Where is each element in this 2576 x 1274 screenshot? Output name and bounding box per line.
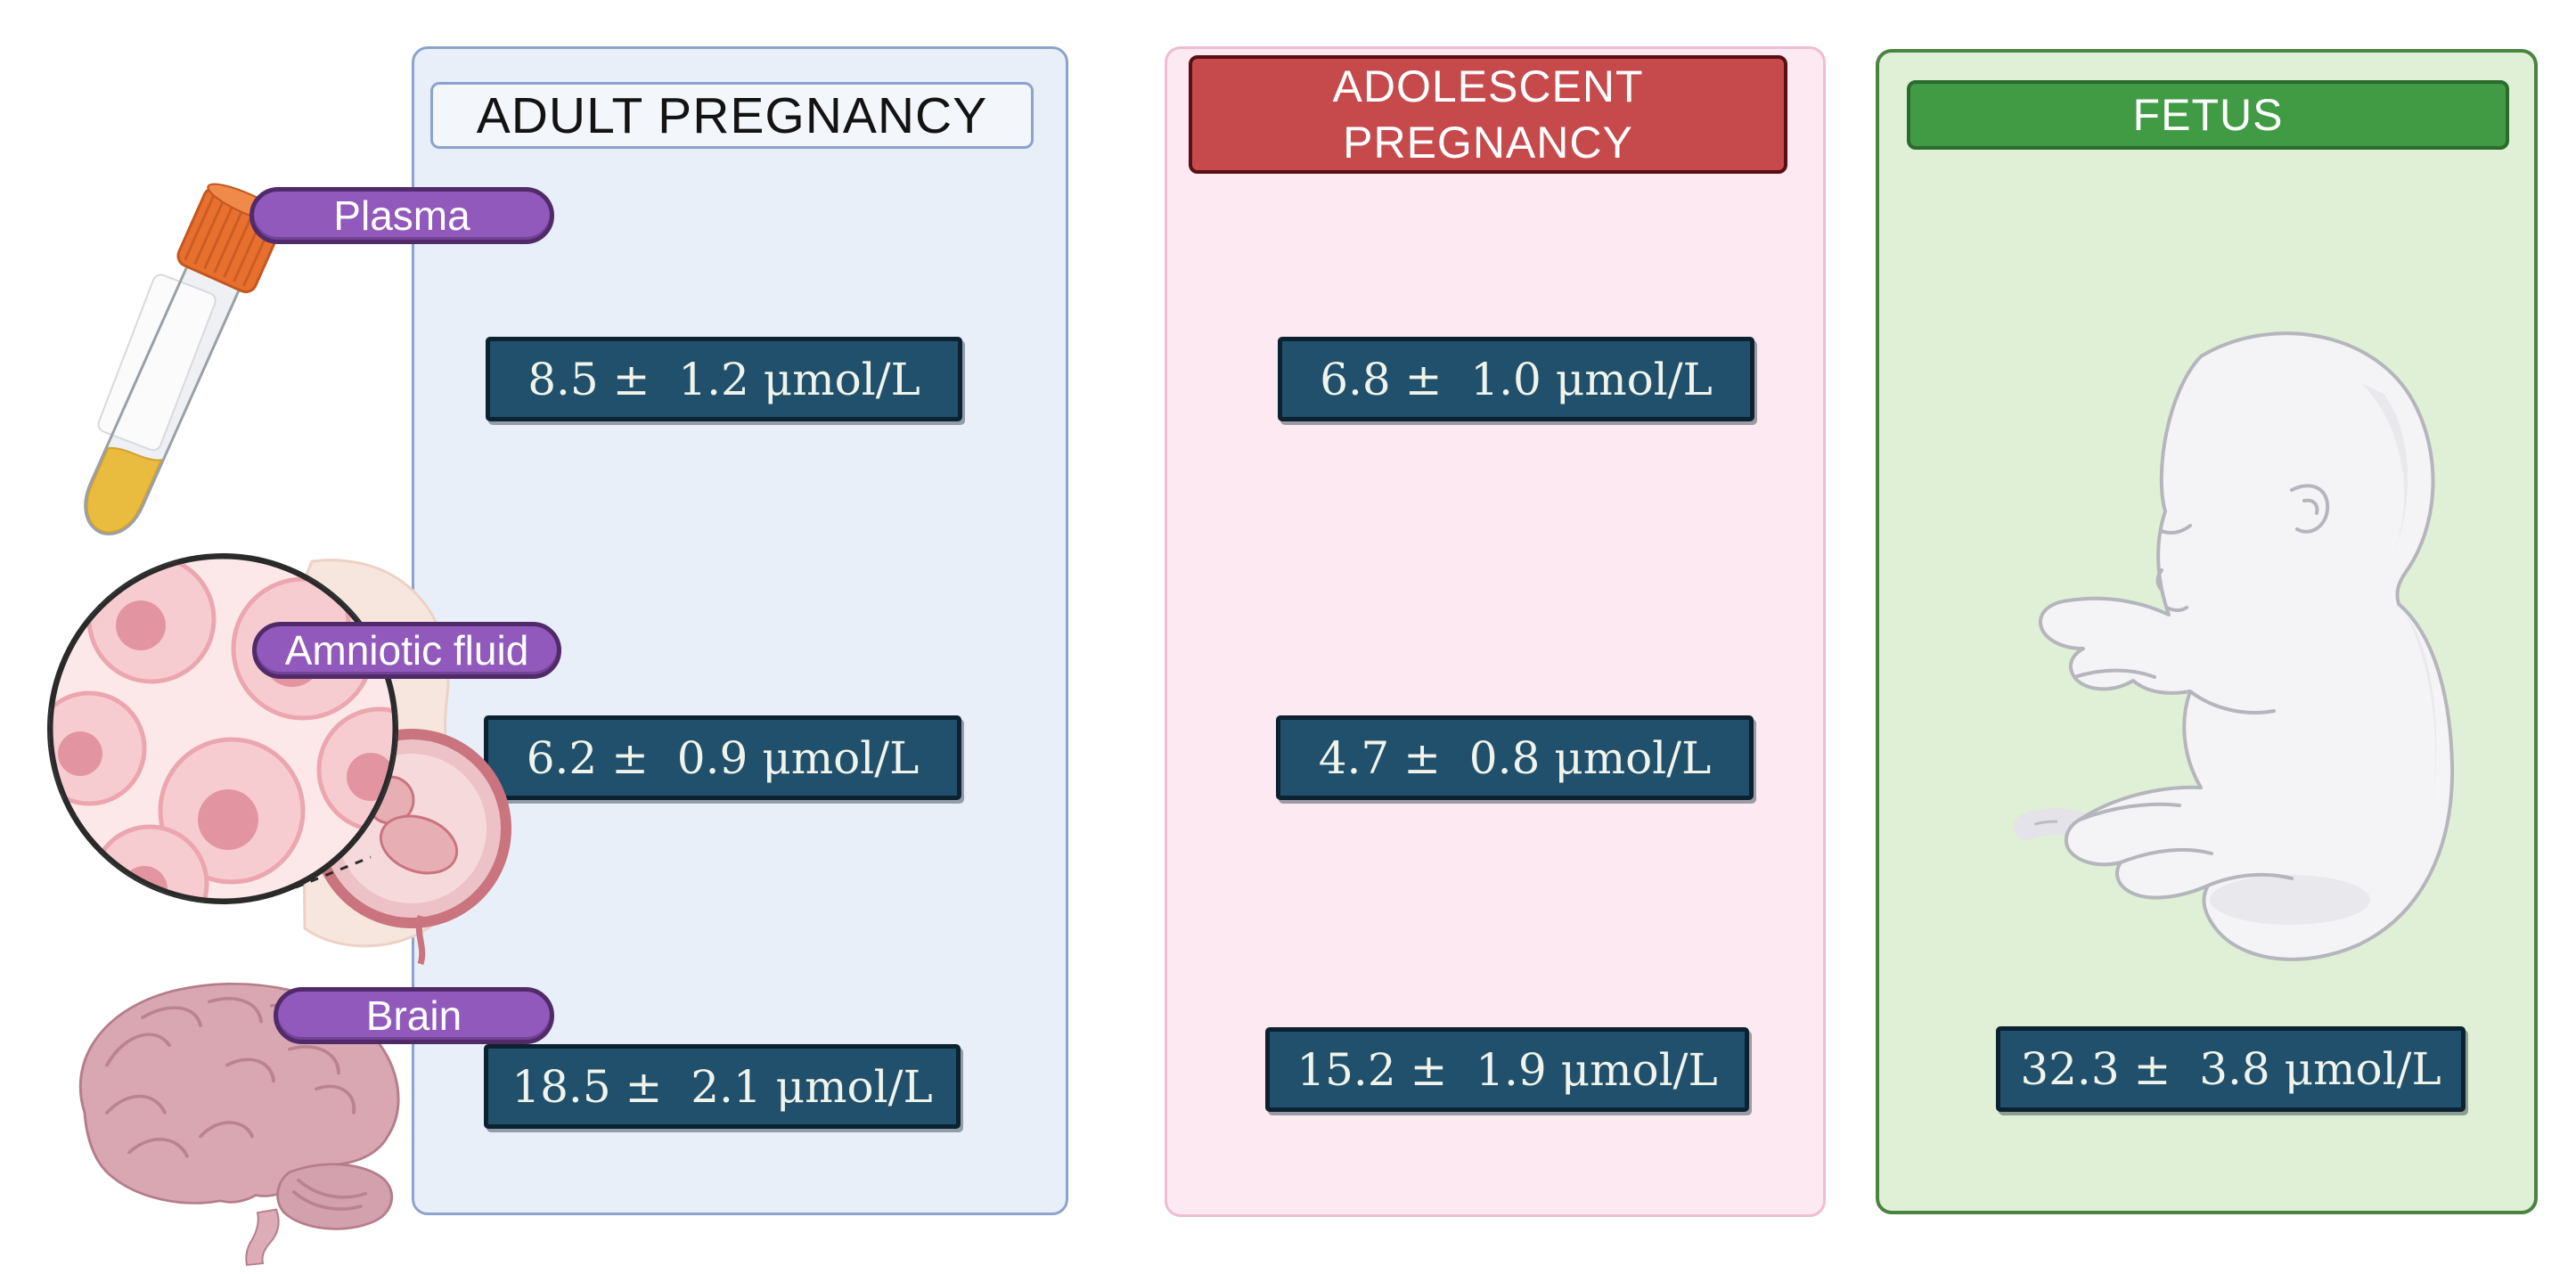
- value-adolescent-plasma: 6.8 ± 1.0 μmol/L: [1278, 337, 1754, 421]
- adolescent-title-line2: PREGNANCY: [1343, 117, 1633, 167]
- amniotic-cells-womb-icon: [47, 553, 511, 966]
- value-adolescent-amniotic-fluid: 4.7 ± 0.8 μmol/L: [1276, 715, 1754, 800]
- fetus-title: FETUS: [2132, 90, 2284, 140]
- value-adult-plasma: 8.5 ± 1.2 μmol/L: [486, 337, 962, 421]
- value-adolescent-brain: 15.2 ± 1.9 μmol/L: [1265, 1027, 1749, 1112]
- value-adult-brain-text: 18.5 ± 2.1 μmol/L: [511, 1060, 933, 1113]
- value-adult-plasma-text: 8.5 ± 1.2 μmol/L: [527, 353, 920, 405]
- row-label-plasma: Plasma: [249, 187, 554, 244]
- adult-pregnancy-header: ADULT PREGNANCY: [430, 82, 1034, 149]
- value-fetus-brain-text: 32.3 ± 3.8 μmol/L: [2020, 1043, 2441, 1095]
- adult-pregnancy-title: ADULT PREGNANCY: [476, 86, 988, 144]
- value-adult-brain: 18.5 ± 2.1 μmol/L: [484, 1044, 961, 1129]
- adolescent-title-line1: ADOLESCENT: [1332, 61, 1644, 111]
- value-adolescent-brain-text: 15.2 ± 1.9 μmol/L: [1296, 1043, 1718, 1096]
- value-adult-amniotic-text: 6.2 ± 0.9 μmol/L: [526, 731, 920, 784]
- fetus-header: FETUS: [1907, 80, 2509, 150]
- plasma-label-text: Plasma: [333, 192, 470, 239]
- adolescent-pregnancy-panel: [1165, 46, 1826, 1217]
- value-adolescent-amniotic-text: 4.7 ± 0.8 μmol/L: [1318, 731, 1712, 784]
- amniotic-fluid-label-text: Amniotic fluid: [284, 627, 529, 674]
- row-label-brain: Brain: [274, 987, 554, 1044]
- value-fetus-brain: 32.3 ± 3.8 μmol/L: [1996, 1026, 2466, 1112]
- adolescent-pregnancy-header: ADOLESCENT PREGNANCY: [1189, 55, 1787, 174]
- fetus-icon: [2014, 331, 2455, 961]
- row-label-amniotic-fluid: Amniotic fluid: [252, 622, 561, 679]
- value-adult-amniotic-fluid: 6.2 ± 0.9 μmol/L: [484, 715, 961, 800]
- brain-label-text: Brain: [365, 992, 462, 1039]
- value-adolescent-plasma-text: 6.8 ± 1.0 μmol/L: [1320, 353, 1713, 405]
